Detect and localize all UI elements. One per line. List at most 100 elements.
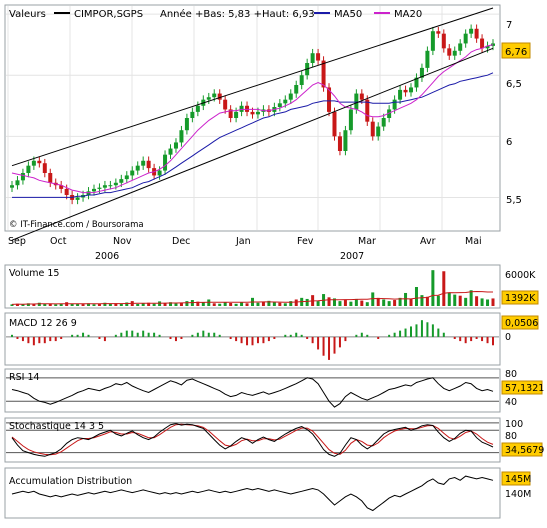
candle-body bbox=[163, 154, 168, 171]
volume-bar bbox=[464, 297, 468, 306]
price-legend-swatch bbox=[54, 12, 70, 14]
candle-body bbox=[217, 93, 222, 100]
volume-bar bbox=[393, 300, 397, 306]
candle-body bbox=[157, 170, 162, 176]
volume-bar bbox=[327, 297, 331, 306]
candle-body bbox=[425, 50, 430, 68]
candle-body bbox=[310, 53, 315, 63]
candle-body bbox=[288, 93, 293, 100]
stochastic-tick-100: 100 bbox=[505, 419, 523, 430]
price-tick-5-5: 5,5 bbox=[506, 195, 522, 206]
candle-body bbox=[15, 180, 20, 186]
stochastic-tick-80: 80 bbox=[505, 431, 517, 442]
candle-body bbox=[370, 121, 375, 137]
candle-body bbox=[20, 173, 25, 181]
candle-body bbox=[212, 93, 217, 98]
volume-bar bbox=[376, 297, 380, 306]
ma50-legend-swatch bbox=[314, 12, 330, 14]
volume-bar bbox=[420, 295, 424, 306]
volume-bar bbox=[54, 304, 58, 306]
volume-bar bbox=[108, 303, 112, 306]
volume-bar bbox=[349, 301, 353, 306]
candle-body bbox=[130, 170, 135, 176]
volume-bar bbox=[81, 304, 85, 306]
candle-body bbox=[354, 93, 359, 110]
macd-tick-0: 0 bbox=[505, 332, 511, 343]
rsi-tick-80: 80 bbox=[505, 369, 517, 380]
candle-body bbox=[184, 118, 189, 131]
volume-bar bbox=[218, 303, 222, 306]
volume-bar bbox=[196, 301, 200, 306]
volume-panel bbox=[4, 264, 501, 309]
macd-panel bbox=[4, 312, 501, 366]
volume-bar bbox=[26, 303, 30, 306]
candle-body bbox=[283, 99, 288, 104]
trend-channel-line bbox=[11, 47, 494, 241]
volume-bar bbox=[398, 297, 402, 306]
price-panel bbox=[4, 4, 501, 232]
volume-bar bbox=[245, 303, 249, 306]
volume-bar bbox=[404, 292, 408, 306]
volume-bar bbox=[119, 303, 123, 306]
candle-body bbox=[458, 43, 463, 51]
candle-body bbox=[365, 99, 370, 122]
volume-bar bbox=[92, 304, 96, 306]
candle-body bbox=[31, 160, 36, 166]
volume-bar bbox=[21, 304, 25, 306]
candle-body bbox=[124, 175, 129, 180]
year-label-2007: 2007 bbox=[340, 251, 364, 262]
candle-body bbox=[409, 87, 414, 93]
year-label-2006: 2006 bbox=[95, 251, 119, 262]
header-ticker: CIMPOR,SGPS bbox=[74, 9, 143, 20]
volume-bar bbox=[283, 303, 287, 306]
candle-body bbox=[206, 97, 211, 100]
candle-body bbox=[343, 130, 348, 151]
volume-bar bbox=[486, 299, 490, 306]
header-label: Valeurs bbox=[9, 9, 46, 20]
volume-bar bbox=[141, 303, 145, 306]
volume-bar bbox=[223, 302, 227, 306]
month-label-nov: Nov bbox=[113, 236, 132, 247]
volume-bar bbox=[114, 303, 118, 306]
volume-bar bbox=[179, 302, 183, 306]
volume-bar bbox=[163, 303, 167, 306]
stochastic-last-badge bbox=[501, 442, 543, 457]
volume-bar bbox=[87, 303, 91, 306]
volume-bar bbox=[240, 302, 244, 306]
candle-body bbox=[190, 111, 195, 118]
volume-bar bbox=[305, 298, 309, 306]
macd-title: MACD 12 26 9 bbox=[9, 318, 77, 329]
volume-bar bbox=[256, 302, 260, 306]
candle-body bbox=[59, 185, 64, 189]
candle-body bbox=[179, 130, 184, 143]
rsi-line bbox=[11, 377, 494, 408]
price-tick-6-5: 6,5 bbox=[506, 79, 522, 90]
candle-body bbox=[348, 109, 353, 131]
accdist-panel bbox=[4, 467, 501, 519]
plots bbox=[6, 7, 499, 512]
candle-body bbox=[228, 109, 233, 118]
volume-bar bbox=[185, 301, 189, 306]
month-label-dec: Dec bbox=[172, 236, 190, 247]
volume-bar bbox=[212, 303, 216, 306]
candle-body bbox=[436, 31, 441, 34]
volume-bar bbox=[70, 303, 74, 306]
accdist-line bbox=[11, 475, 494, 512]
candle-body bbox=[441, 33, 446, 49]
rsi-last-value: 57,1321 bbox=[505, 383, 544, 394]
candle-body bbox=[141, 160, 146, 166]
candle-body bbox=[480, 38, 485, 49]
volume-bar bbox=[136, 303, 140, 306]
volume-bar bbox=[289, 301, 293, 306]
volume-bar bbox=[229, 303, 233, 306]
volume-bar bbox=[425, 296, 429, 306]
volume-bar bbox=[201, 302, 205, 306]
candle-body bbox=[463, 33, 468, 44]
stochastic-last-value: 34,5679 bbox=[505, 445, 544, 456]
volume-bar bbox=[491, 298, 495, 306]
ma20-legend-swatch bbox=[374, 12, 390, 14]
volume-last-value: 1392K bbox=[505, 293, 536, 304]
volume-bar bbox=[475, 296, 479, 306]
price-last-badge bbox=[501, 42, 531, 59]
